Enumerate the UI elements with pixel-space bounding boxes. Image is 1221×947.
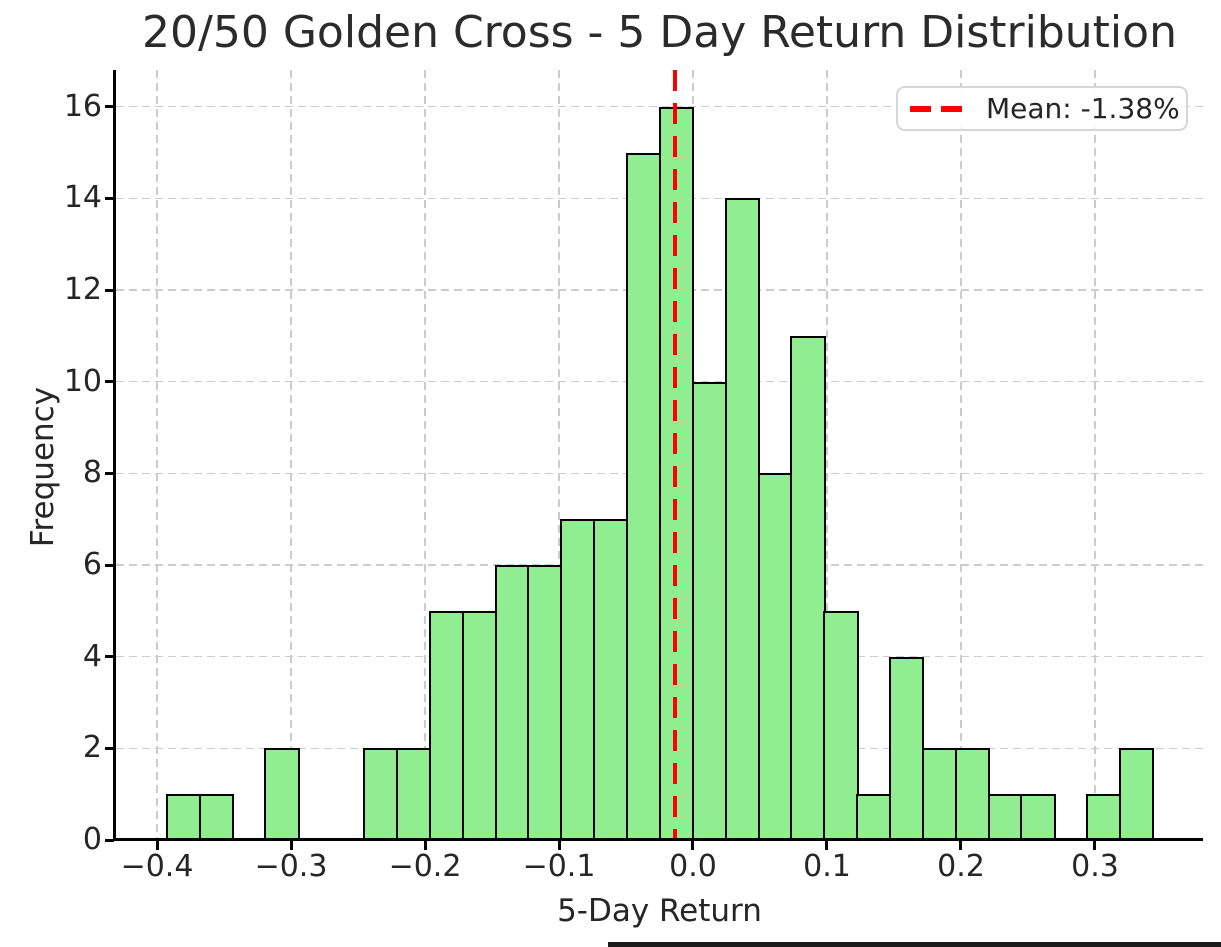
y-tick-label: 14	[63, 180, 102, 216]
vertical-gridline	[826, 70, 828, 840]
chart-title: 20/50 Golden Cross - 5 Day Return Distri…	[142, 7, 1177, 58]
histogram-bar	[888, 656, 925, 840]
y-tick-mark	[105, 563, 114, 567]
legend-dashed-line-icon	[910, 105, 962, 112]
x-tick-label: −0.2	[388, 849, 462, 884]
x-tick-mark	[289, 841, 293, 850]
histogram-bar	[363, 748, 399, 840]
histogram-bar	[527, 565, 563, 840]
x-tick-label: 0.0	[669, 849, 717, 884]
histogram-bar	[625, 152, 662, 840]
y-tick-label: 8	[82, 455, 102, 491]
histogram-bar	[1020, 794, 1056, 840]
histogram-bar	[954, 748, 991, 840]
histogram-bar	[165, 794, 202, 840]
x-tick-label: −0.4	[120, 849, 194, 884]
x-tick-mark	[423, 841, 427, 850]
histogram-bar	[395, 748, 432, 840]
histogram-bar	[1086, 794, 1122, 840]
y-tick-label: 16	[63, 88, 102, 124]
x-axis-label: 5-Day Return	[557, 893, 762, 929]
y-tick-mark	[105, 288, 114, 292]
histogram-bar	[461, 610, 497, 840]
y-tick-label: 12	[63, 272, 102, 307]
y-tick-mark	[105, 655, 114, 659]
histogram-bar	[560, 519, 596, 840]
vertical-gridline	[290, 70, 292, 840]
x-tick-label: 0.2	[937, 849, 985, 884]
mean-vertical-dashed-line	[672, 70, 677, 840]
histogram-bar	[987, 794, 1023, 840]
y-axis-spine	[113, 70, 116, 841]
x-tick-mark	[557, 841, 561, 850]
histogram-bar	[757, 473, 793, 840]
vertical-gridline	[558, 70, 560, 840]
y-tick-label: 2	[82, 730, 102, 766]
histogram-bar	[691, 381, 728, 840]
y-tick-mark	[105, 196, 114, 200]
x-tick-mark	[825, 841, 829, 850]
vertical-gridline	[960, 70, 962, 840]
y-tick-label: 10	[63, 363, 102, 399]
x-tick-label: −0.3	[254, 849, 328, 884]
x-tick-mark	[155, 841, 159, 850]
histogram-bar	[198, 794, 235, 840]
legend: Mean: -1.38%	[896, 86, 1188, 131]
y-tick-mark	[105, 838, 114, 842]
histogram-bar	[790, 335, 826, 840]
x-tick-label: 0.3	[1071, 849, 1119, 884]
y-tick-mark	[105, 746, 114, 750]
y-tick-mark	[105, 380, 114, 384]
x-axis-spine	[113, 838, 1203, 841]
legend-label: Mean: -1.38%	[986, 92, 1180, 125]
histogram-bar	[921, 748, 958, 840]
y-axis-label: Frequency	[25, 386, 61, 548]
histogram-bar	[856, 794, 892, 840]
histogram-bar	[1119, 748, 1155, 840]
histogram-bar	[593, 519, 629, 840]
y-tick-label: 6	[82, 547, 102, 582]
histogram-bar	[494, 565, 530, 840]
x-tick-label: 0.1	[803, 849, 851, 884]
y-tick-mark	[105, 105, 114, 109]
y-tick-label: 0	[82, 822, 102, 857]
histogram-bar	[724, 198, 761, 840]
histogram-bar	[428, 610, 465, 840]
histogram-bar	[823, 610, 859, 840]
y-tick-mark	[105, 471, 114, 475]
x-tick-mark	[959, 841, 963, 850]
histogram-bar	[264, 748, 300, 840]
y-tick-label: 4	[82, 638, 102, 674]
x-tick-mark	[1093, 841, 1097, 850]
vertical-gridline	[156, 70, 158, 840]
x-tick-label: −0.1	[522, 849, 596, 884]
vertical-gridline	[424, 70, 426, 840]
histogram-bar	[658, 106, 695, 840]
bottom-window-edge	[608, 942, 1221, 947]
vertical-gridline	[1094, 70, 1096, 840]
plot-area	[116, 70, 1203, 840]
x-tick-mark	[691, 841, 695, 850]
